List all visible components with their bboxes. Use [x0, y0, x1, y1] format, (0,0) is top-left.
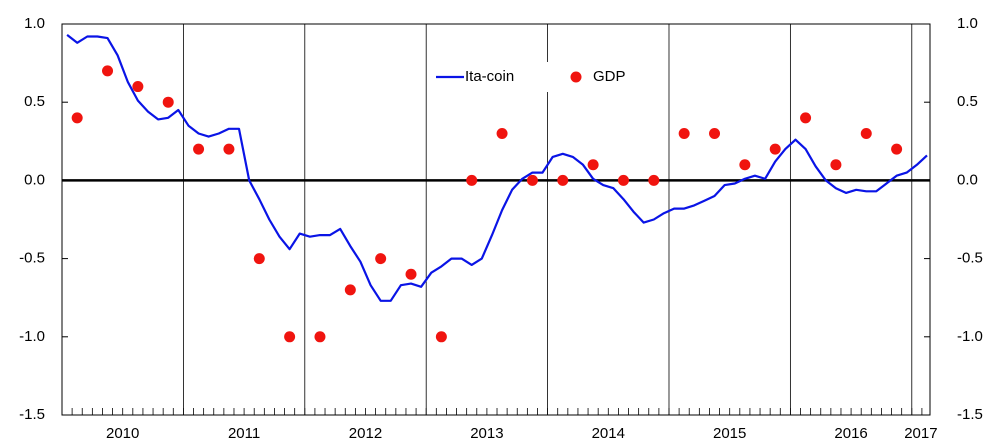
dot — [284, 331, 296, 343]
legend-label: GDP — [593, 68, 626, 85]
dot — [709, 127, 721, 139]
x-tick-label: 2013 — [470, 425, 503, 442]
dot — [557, 174, 569, 186]
y2-tick-label: 0.0 — [957, 171, 978, 188]
y-tick-label: -0.5 — [19, 250, 45, 267]
y-tick-label: 0.0 — [24, 171, 45, 188]
dot — [648, 174, 660, 186]
dot — [739, 159, 751, 171]
legend-box — [428, 62, 648, 92]
dot — [375, 253, 387, 265]
dot — [769, 143, 781, 155]
dot — [132, 81, 144, 93]
dot — [526, 174, 538, 186]
dot — [102, 65, 114, 77]
x-tick-label: 2016 — [834, 425, 867, 442]
y-tick-label: 0.5 — [24, 93, 45, 110]
legend-swatch — [570, 71, 582, 83]
y-tick-label: 1.0 — [24, 15, 45, 32]
dot — [71, 112, 83, 124]
dot — [830, 159, 842, 171]
x-tick-label: 2012 — [349, 425, 382, 442]
dot — [466, 174, 478, 186]
legend-label: Ita-coin — [465, 68, 514, 85]
x-tick-label: 2011 — [228, 425, 260, 442]
y2-tick-label: -0.5 — [957, 250, 983, 267]
x-tick-label: 2010 — [106, 425, 139, 442]
dot — [253, 253, 265, 265]
y2-tick-label: -1.0 — [957, 328, 983, 345]
y2-tick-label: 1.0 — [957, 15, 978, 32]
dot — [678, 127, 690, 139]
dot — [617, 174, 629, 186]
y-tick-label: -1.5 — [19, 406, 45, 423]
dot — [344, 284, 356, 296]
x-tick-label: 2017 — [904, 425, 937, 442]
dot — [193, 143, 205, 155]
y2-tick-label: 0.5 — [957, 93, 978, 110]
dot — [496, 127, 508, 139]
line-series — [66, 34, 928, 302]
dot — [891, 143, 903, 155]
dot — [162, 96, 174, 108]
dot — [860, 127, 872, 139]
dot — [223, 143, 235, 155]
dot — [435, 331, 447, 343]
dot — [405, 268, 417, 280]
x-tick-label: 2014 — [592, 425, 625, 442]
x-tick-label: 2015 — [713, 425, 746, 442]
y2-tick-label: -1.5 — [957, 406, 983, 423]
dot — [800, 112, 812, 124]
legend: Ita-coin GDP — [428, 62, 648, 92]
dot — [587, 159, 599, 171]
dot — [314, 331, 326, 343]
y-tick-label: -1.0 — [19, 328, 45, 345]
